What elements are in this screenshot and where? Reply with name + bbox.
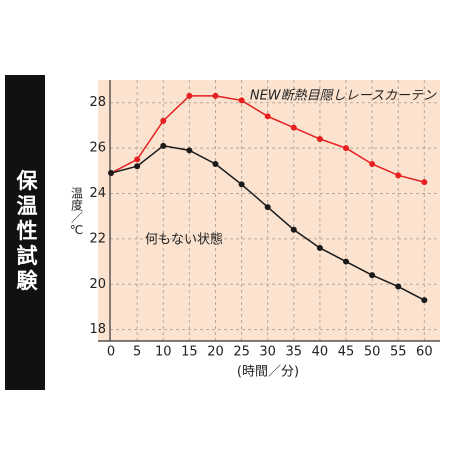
data-point (369, 272, 376, 279)
data-point (316, 244, 323, 251)
x-tick-label: 10 (155, 345, 172, 360)
data-point (290, 124, 297, 131)
data-point (186, 92, 193, 99)
y-tick-label: 20 (89, 277, 106, 292)
x-tick-label: 15 (181, 345, 198, 360)
side-label: 保温性試験 (14, 170, 39, 295)
data-point (160, 117, 167, 124)
x-tick-label: 25 (233, 345, 250, 360)
data-point (421, 179, 428, 186)
x-tick-label: 60 (416, 345, 433, 360)
x-tick-label: 50 (364, 345, 381, 360)
data-point (343, 145, 350, 152)
data-point (212, 92, 219, 99)
y-tick-label: 18 (89, 322, 106, 337)
data-point (421, 297, 428, 304)
data-point (290, 226, 297, 233)
y-tick-label: 22 (89, 231, 106, 246)
data-point (160, 142, 167, 149)
y-axis-label: 温度／℃ (70, 187, 84, 237)
data-point (264, 204, 271, 211)
plot-background (98, 80, 440, 341)
data-point (316, 136, 323, 143)
data-point (395, 283, 402, 290)
x-tick-label: 55 (390, 345, 407, 360)
x-tick-label: 0 (107, 345, 115, 360)
data-point (343, 258, 350, 265)
data-point (212, 160, 219, 167)
y-tick-label: 28 (89, 95, 106, 110)
x-axis-label: (時間／分) (237, 365, 299, 380)
series-label: 何もない状態 (145, 232, 223, 248)
data-point (238, 181, 245, 188)
data-point (369, 160, 376, 167)
data-point (264, 113, 271, 120)
data-point (108, 170, 115, 177)
x-tick-label: 45 (338, 345, 355, 360)
x-tick-label: 35 (286, 345, 303, 360)
data-point (238, 97, 245, 104)
data-point (134, 163, 141, 170)
side-bar (5, 75, 45, 390)
x-tick-label: 5 (133, 345, 141, 360)
x-tick-label: 40 (312, 345, 329, 360)
data-point (395, 172, 402, 179)
x-tick-label: 20 (207, 345, 224, 360)
y-tick-label: 26 (89, 141, 106, 156)
y-tick-label: 24 (89, 186, 106, 201)
series-label: NEW断熱目隠しレースカーテン (250, 89, 437, 104)
data-point (134, 156, 141, 163)
data-point (186, 147, 193, 154)
x-tick-label: 30 (259, 345, 276, 360)
